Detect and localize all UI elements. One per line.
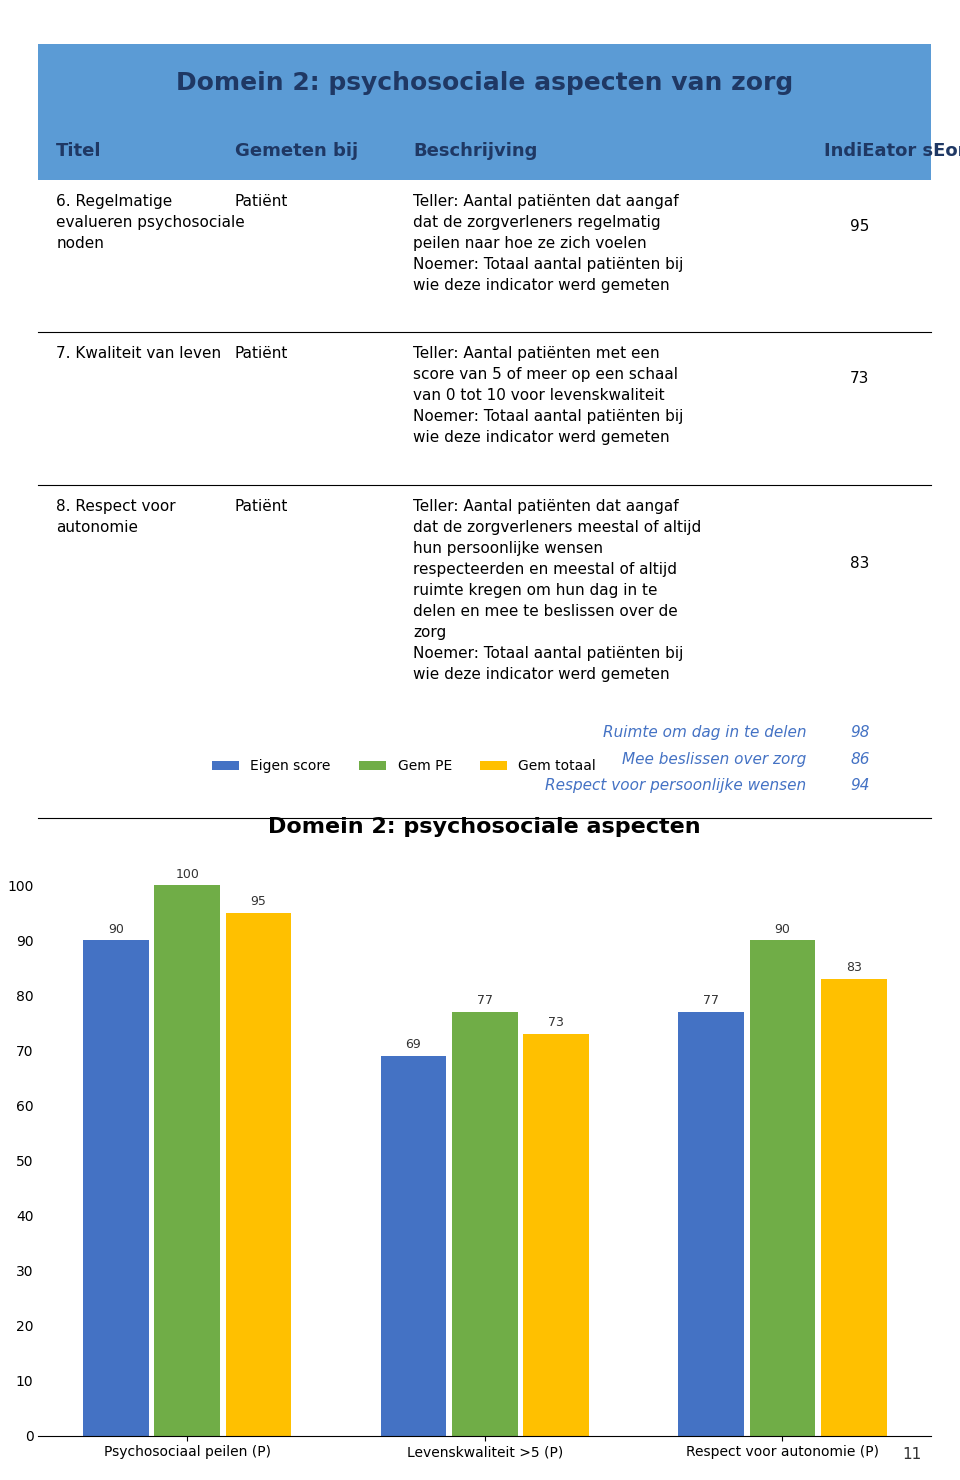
Text: 69: 69 — [405, 1039, 421, 1051]
Text: IndiEator sEore: IndiEator sEore — [824, 142, 960, 160]
Bar — [380, 1055, 446, 1436]
Bar — [226, 913, 291, 1436]
Legend: Eigen score, Gem PE, Gem totaal: Eigen score, Gem PE, Gem totaal — [206, 753, 602, 778]
Text: Mee beslissen over zorg: Mee beslissen over zorg — [622, 752, 806, 767]
Text: Teller: Aantal patiënten met een
score van 5 of meer op een schaal
van 0 tot 10 : Teller: Aantal patiënten met een score v… — [414, 346, 684, 445]
Text: Patiënt: Patiënt — [235, 499, 288, 514]
Text: 95: 95 — [251, 895, 267, 909]
Text: 73: 73 — [548, 1017, 564, 1029]
Text: 86: 86 — [850, 752, 870, 767]
Text: Teller: Aantal patiënten dat aangaf
dat de zorgverleners meestal of altijd
hun p: Teller: Aantal patiënten dat aangaf dat … — [414, 499, 702, 682]
Text: 98: 98 — [850, 725, 870, 740]
Text: Patiënt: Patiënt — [235, 346, 288, 361]
Text: 8. Respect voor
autonomie: 8. Respect voor autonomie — [57, 499, 176, 534]
Text: Gemeten bij: Gemeten bij — [235, 142, 358, 160]
Text: 77: 77 — [703, 995, 719, 1008]
Bar — [452, 1012, 517, 1436]
Bar — [750, 940, 815, 1436]
Bar — [84, 940, 149, 1436]
Text: Teller: Aantal patiënten dat aangaf
dat de zorgverleners regelmatig
peilen naar : Teller: Aantal patiënten dat aangaf dat … — [414, 194, 684, 293]
Text: 83: 83 — [846, 961, 862, 974]
Text: Beschrijving: Beschrijving — [414, 142, 538, 160]
Bar — [678, 1012, 744, 1436]
FancyBboxPatch shape — [38, 44, 931, 121]
Text: Ruimte om dag in te delen: Ruimte om dag in te delen — [603, 725, 806, 740]
Bar — [155, 885, 220, 1436]
Title: Domein 2: psychosociale aspecten: Domein 2: psychosociale aspecten — [269, 817, 701, 836]
Bar — [821, 978, 887, 1436]
Text: 6. Regelmatige
evalueren psychosociale
noden: 6. Regelmatige evalueren psychosociale n… — [57, 194, 245, 250]
Bar — [523, 1033, 588, 1436]
Text: 95: 95 — [851, 219, 870, 234]
Text: 94: 94 — [850, 778, 870, 793]
Text: Patiënt: Patiënt — [235, 194, 288, 209]
Text: 90: 90 — [108, 922, 124, 935]
Text: 7. Kwaliteit van leven: 7. Kwaliteit van leven — [57, 346, 222, 361]
Y-axis label: Indicator scores (%): Indicator scores (%) — [0, 1074, 2, 1214]
FancyBboxPatch shape — [38, 121, 931, 179]
Text: Titel: Titel — [57, 142, 102, 160]
Text: 11: 11 — [902, 1447, 922, 1462]
Text: 100: 100 — [176, 867, 199, 881]
Text: Respect voor persoonlijke wensen: Respect voor persoonlijke wensen — [545, 778, 806, 793]
Text: 90: 90 — [775, 922, 790, 935]
Text: 77: 77 — [477, 995, 492, 1008]
Text: 73: 73 — [851, 371, 870, 386]
Text: 83: 83 — [851, 556, 870, 571]
Text: Domein 2: psychosociale aspecten van zorg: Domein 2: psychosociale aspecten van zor… — [177, 71, 793, 95]
